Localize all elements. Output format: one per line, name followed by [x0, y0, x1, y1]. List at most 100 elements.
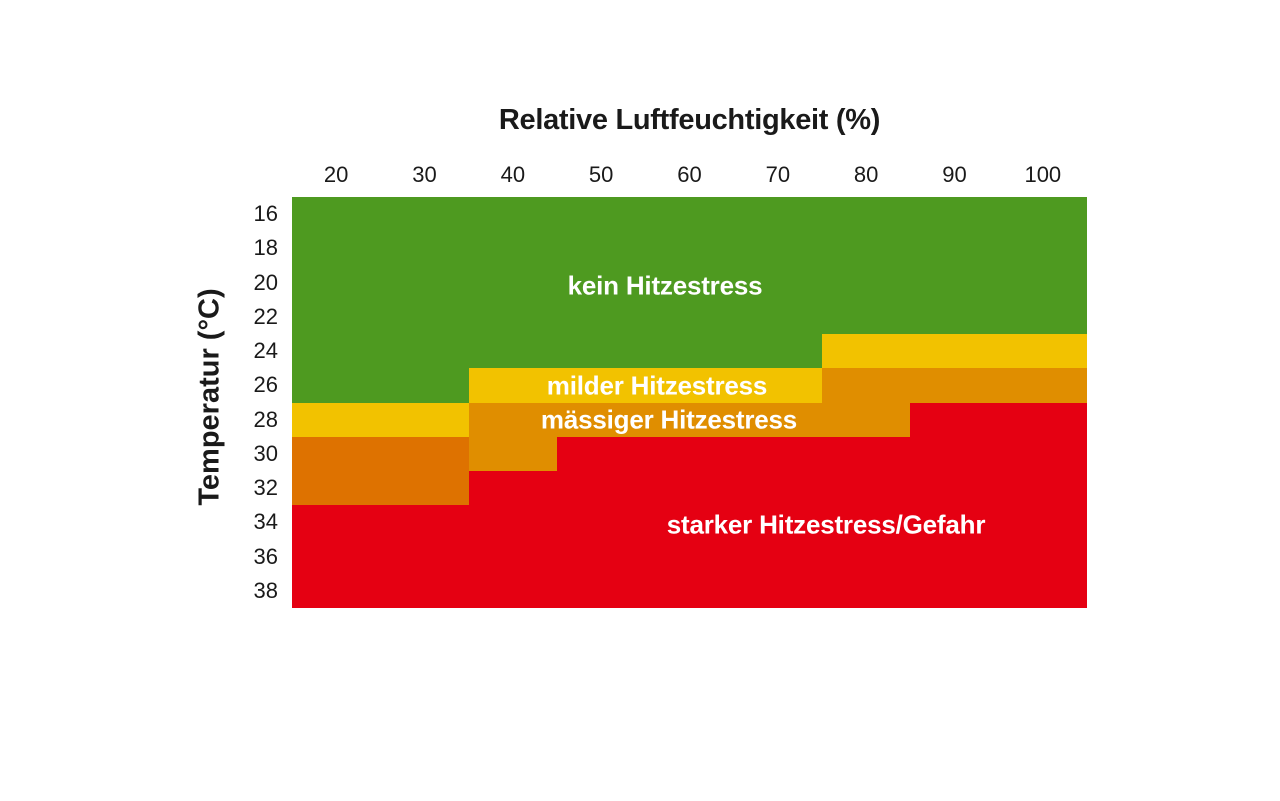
- heatmap-cell: [910, 334, 999, 368]
- heatmap-cell: [380, 266, 469, 300]
- y-tick-label: 36: [253, 543, 278, 569]
- y-tick-label: 32: [253, 475, 278, 500]
- heatmap-cell: [645, 368, 734, 403]
- heatmap-cell: [292, 403, 380, 437]
- y-axis-title: Temperatur (°C): [193, 288, 226, 506]
- x-tick-label: 80: [853, 162, 879, 187]
- heatmap-cell: [645, 505, 734, 540]
- heatmap-cell: [292, 505, 380, 540]
- heatmap-cell: [645, 540, 734, 574]
- heatmap-cell: [822, 471, 910, 505]
- heatmap-cell: [822, 368, 910, 403]
- heatmap-cell: [734, 368, 822, 403]
- heatmap-cell: [469, 574, 557, 608]
- heatmap-cell: [734, 403, 822, 437]
- heatmap-cell: [645, 231, 734, 266]
- heatmap-cell: [822, 403, 910, 437]
- heatmap-cell: [645, 403, 734, 437]
- heatmap-cell: [469, 403, 557, 437]
- y-axis-ticks: 16 18 20 22 24 26 28 30 32 34 36 38: [230, 197, 278, 608]
- heatmap-cell: [822, 300, 910, 334]
- y-tick-label: 22: [253, 303, 278, 329]
- heatmap-cell: [380, 403, 469, 437]
- heatmap-cell: [910, 505, 999, 540]
- x-tick-label: 30: [412, 162, 437, 187]
- heatmap-cell: [734, 574, 822, 608]
- heatmap-cell: [734, 300, 822, 334]
- heatmap-cell: [822, 197, 910, 231]
- heatmap-cell: [734, 334, 822, 368]
- heatmap-cell: [557, 231, 645, 266]
- y-tick-label: 20: [253, 269, 278, 295]
- heatmap-cell: [380, 368, 469, 403]
- heatmap-cell: [557, 437, 645, 471]
- heatmap-cell: [645, 266, 734, 300]
- heatmap-cell: [910, 266, 999, 300]
- y-tick-label: 34: [253, 509, 278, 535]
- label-mild-heat-stress: milder Hitzestress: [546, 370, 768, 401]
- heatmap-cell: [822, 231, 910, 266]
- heatmap-cell: [292, 300, 380, 334]
- heatmap-cell: [645, 300, 734, 334]
- heatmap-cell: [469, 334, 557, 368]
- heatmap-cell: [469, 266, 557, 300]
- heatmap-cell: [999, 574, 1087, 608]
- heatmap-cell: [469, 231, 557, 266]
- heatmap-cell: [380, 574, 469, 608]
- heatmap-cell: [999, 300, 1087, 334]
- x-axis-title: Relative Luftfeuchtigkeit (%): [498, 104, 881, 136]
- heatmap-cell: [822, 540, 910, 574]
- heatmap-cell: [999, 471, 1087, 505]
- x-tick-label: 40: [500, 162, 526, 187]
- heatmap-cell: [469, 368, 557, 403]
- heatmap-cell: [910, 300, 999, 334]
- heatmap-cell: [734, 197, 822, 231]
- x-tick-label: 20: [323, 162, 349, 187]
- heatmap-cell: [292, 437, 380, 471]
- heatmap-cell: [822, 266, 910, 300]
- heatmap-cell: [645, 197, 734, 231]
- heatmap-cell: [469, 505, 557, 540]
- heatmap-cell: [557, 197, 645, 231]
- y-tick-label: 28: [253, 406, 278, 432]
- heatmap-cell: [557, 266, 645, 300]
- x-tick-label: 90: [942, 162, 967, 187]
- heatmap-cell: [999, 403, 1087, 437]
- heatmap-cell: [469, 471, 557, 505]
- y-tick-label: 30: [253, 440, 278, 466]
- heatmap-cell: [734, 505, 822, 540]
- heatmap-cell: [999, 368, 1087, 403]
- heatmap-cell: [734, 437, 822, 471]
- heatmap-cell: [557, 540, 645, 574]
- heatmap-cell: [380, 197, 469, 231]
- heatmap-cell: [999, 540, 1087, 574]
- heatmap-cell: [557, 505, 645, 540]
- heatmap-cell: [999, 197, 1087, 231]
- x-tick-label: 70: [765, 162, 791, 187]
- x-tick-label: 50: [588, 162, 614, 187]
- y-tick-label: 16: [253, 201, 278, 226]
- heatmap-cell: [910, 231, 999, 266]
- heatmap-cell: [999, 505, 1087, 540]
- y-tick-label: 26: [253, 372, 278, 398]
- x-tick-label: 100: [1024, 162, 1062, 187]
- heatmap-cell: [292, 334, 380, 368]
- heatmap-cell: [734, 471, 822, 505]
- label-severe-heat-stress: starker Hitzestress/Gefahr: [666, 509, 986, 540]
- heatmap-cell: [380, 300, 469, 334]
- heatmap-cell: [557, 471, 645, 505]
- heatmap-cell: [822, 505, 910, 540]
- heatmap-cell: [469, 197, 557, 231]
- heatmap-cell: [292, 197, 380, 231]
- heatmap-cell: [999, 266, 1087, 300]
- heatmap-cell: [292, 368, 380, 403]
- heatmap-cell: [380, 540, 469, 574]
- heatmap-cell: [557, 300, 645, 334]
- heatmap-cell: [910, 437, 999, 471]
- heatmap-cell: [380, 471, 469, 505]
- heatmap-cell: [292, 574, 380, 608]
- x-tick-label: 60: [677, 162, 702, 187]
- heatmap-cell: [292, 231, 380, 266]
- y-tick-label: 18: [253, 235, 278, 261]
- heatmap-cell: [645, 437, 734, 471]
